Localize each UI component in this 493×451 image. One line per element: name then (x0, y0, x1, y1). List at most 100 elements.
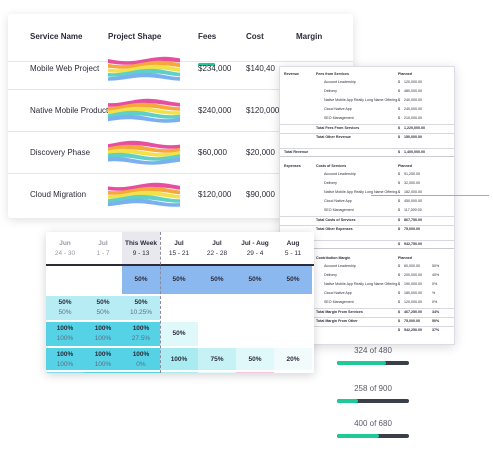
allocation-cell[interactable]: 20% (274, 348, 312, 370)
allocation-cell[interactable]: 100% 27.5% (122, 322, 160, 346)
currency-symbol: $ (398, 150, 400, 154)
week-column-header[interactable]: Jun 24 - 30 (46, 232, 84, 264)
header-service-name[interactable]: Service Name (30, 32, 83, 41)
summary-value: 50% (172, 276, 186, 283)
margin-section: Contribution Margin Planned Account Lead… (280, 251, 454, 345)
allocation-planned: 100% (56, 325, 74, 332)
capacity-fill (337, 434, 380, 438)
fin-item-value: 450,000.00 (404, 199, 422, 203)
total-other-expenses-label: Total Other Expenses (316, 227, 353, 231)
header-fees[interactable]: Fees (198, 32, 217, 41)
shape-band (108, 182, 180, 191)
fin-item-value: 200,000.00 (404, 273, 422, 277)
currency-symbol: $ (398, 264, 400, 268)
fin-item-value: 120,000.00 (404, 80, 422, 84)
allocation-cell[interactable]: 60%75% (46, 372, 84, 373)
table-row[interactable]: Cloud Migration $120,000 $90,000 (8, 174, 353, 216)
fin-line-item: Native Mobile App Really Long Name Offer… (280, 281, 454, 288)
fin-item-name: SEO Management (324, 116, 354, 120)
week-column-header[interactable]: Jul 15 - 21 (160, 232, 198, 264)
fin-item-value: 180,000.00 (404, 291, 422, 295)
fin-item-value: 182,000.00 (404, 190, 422, 194)
total-other-expenses-value: 75,000.00 (404, 227, 420, 231)
currency-symbol: $ (398, 282, 400, 286)
week-column-header[interactable]: Aug 5 - 11 (274, 232, 312, 264)
service-fees: $60,000 (198, 148, 227, 157)
allocation-planned: 50% (96, 299, 110, 306)
active-sort-indicator (198, 63, 215, 66)
currency-symbol: $ (398, 218, 400, 222)
currency-symbol: $ (398, 107, 400, 111)
total-other-revenue-label: Total Other Revenue (316, 135, 351, 139)
allocation-cell[interactable]: 50% (160, 322, 198, 346)
table-row[interactable]: Discovery Phase $60,000 $20,000 (8, 132, 353, 174)
shape-band (108, 110, 180, 119)
week-range: 29 - 4 (246, 250, 264, 257)
total-margin-other-label: Total Margin From Other (316, 319, 358, 323)
week-column-header[interactable]: Jul - Aug 29 - 4 (236, 232, 274, 264)
shape-band (108, 64, 180, 73)
week-column-header[interactable]: Jul 1 - 7 (84, 232, 122, 264)
shape-band (108, 114, 180, 123)
service-cost: $140,40 (246, 64, 275, 73)
fin-item-name: Cloud Native App (324, 199, 352, 203)
allocation-cell[interactable]: 100%100% (46, 348, 84, 370)
currency-symbol: $ (398, 89, 400, 93)
allocation-cell[interactable]: 100%10% (122, 372, 160, 373)
capacity-bar (337, 434, 409, 438)
allocation-planned: 20% (286, 356, 300, 363)
service-name: Mobile Web Project (30, 64, 100, 73)
total-revenue-label: Total Revenue (284, 150, 309, 154)
currency-symbol: $ (398, 172, 400, 176)
fin-line-item: SEO Management $120,000.00 0% (280, 299, 454, 306)
week-range: 15 - 21 (168, 250, 190, 257)
service-cost: $90,000 (246, 190, 275, 199)
shape-band (108, 148, 180, 157)
allocation-cell[interactable]: 50% 10.25% (122, 296, 160, 320)
allocation-cell[interactable]: 100% (160, 348, 198, 370)
week-label: Jun (59, 240, 71, 247)
summary-cell: 50% (236, 266, 274, 294)
currency-symbol: $ (398, 328, 400, 332)
week-column-header[interactable]: This Week 9 - 13 (122, 232, 160, 264)
allocation-cell[interactable]: 100% (160, 372, 198, 373)
revenue-planned-header: Planned (398, 72, 412, 76)
fin-line-item: Cloud Native App $450,000.00 (280, 198, 454, 205)
header-divider (46, 264, 314, 266)
allocation-cell[interactable]: 105% (236, 372, 274, 373)
currency-symbol: $ (398, 80, 400, 84)
currency-symbol: $ (398, 300, 400, 304)
allocation-actual: 100% (94, 361, 112, 368)
allocation-cell[interactable]: 100%100% (84, 322, 122, 346)
table-row[interactable]: Mobile Web Project $234,000 $140,40 (8, 48, 353, 90)
allocation-cell[interactable]: 50% 50% (46, 296, 84, 320)
header-project-shape[interactable]: Project Shape (108, 32, 162, 41)
allocation-cell[interactable]: 50% (236, 348, 274, 370)
capacity-item: 400 of 680 (337, 419, 409, 438)
fin-item-pct: 0% (432, 300, 438, 304)
total-margin-value: 542,250.00 (404, 328, 422, 332)
shape-band (108, 144, 180, 153)
allocation-cell[interactable]: 50% 50% (84, 296, 122, 320)
header-margin[interactable]: Margin (296, 32, 323, 41)
fin-line-item: Delivery $200,000.00 40% (280, 272, 454, 279)
allocation-cell[interactable]: 100%100% (84, 372, 122, 373)
allocation-planned: 50% (248, 356, 262, 363)
fin-line-item: SEO Management $210,000.00 (280, 115, 454, 122)
total-fees-value: 1,220,000.00 (404, 126, 425, 130)
allocation-planned: 50% (58, 299, 72, 306)
fin-line-item: Account Leadership $91,250.00 (280, 171, 454, 178)
week-column-header[interactable]: Jul 22 - 28 (198, 232, 236, 264)
allocation-cell[interactable]: 50% (198, 372, 236, 373)
allocation-cell[interactable]: 100%100% (84, 348, 122, 370)
table-row[interactable]: Native Mobile Product $240,000 $120,000 (8, 90, 353, 132)
fin-item-value: 117,000.00 (404, 208, 422, 212)
allocation-cell[interactable]: 100%100% (46, 322, 84, 346)
total-other-revenue-value: 150,000.00 (404, 135, 422, 139)
header-cost[interactable]: Cost (246, 32, 264, 41)
shape-band (108, 68, 180, 77)
allocation-cell[interactable]: 75% (198, 348, 236, 370)
fin-item-name: Native Mobile App Really Long Name Offer… (324, 190, 401, 194)
summary-cell: 50% (274, 266, 312, 294)
allocation-cell[interactable]: 100% 0% (122, 348, 160, 370)
